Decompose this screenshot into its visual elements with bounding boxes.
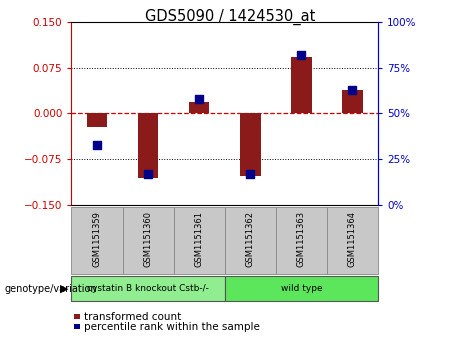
Point (195, 96, 203, 102)
Bar (342, 90, 363, 113)
Bar (276, 207, 327, 274)
Text: GSM1151361: GSM1151361 (195, 211, 204, 267)
Text: GSM1151359: GSM1151359 (93, 211, 101, 267)
Point (298, 52, 305, 58)
Bar (138, 113, 158, 178)
Bar (174, 207, 225, 274)
Text: GSM1151362: GSM1151362 (246, 211, 255, 267)
Text: GDS5090 / 1424530_at: GDS5090 / 1424530_at (145, 9, 316, 25)
Text: GSM1151363: GSM1151363 (297, 211, 306, 267)
Text: genotype/variation: genotype/variation (5, 284, 97, 294)
Bar (123, 207, 174, 274)
Point (144, 171, 152, 177)
Text: wild type: wild type (281, 284, 322, 293)
Point (93, 142, 100, 147)
Text: cystatin B knockout Cstb-/-: cystatin B knockout Cstb-/- (87, 284, 209, 293)
Bar (240, 113, 260, 176)
Text: GSM1151360: GSM1151360 (143, 211, 153, 267)
Point (247, 171, 254, 177)
Bar (71, 276, 225, 301)
Bar (225, 207, 276, 274)
Bar (225, 276, 378, 301)
Bar (327, 207, 378, 274)
Text: percentile rank within the sample: percentile rank within the sample (84, 322, 260, 332)
Point (349, 87, 356, 93)
Text: transformed count: transformed count (84, 312, 182, 322)
Text: GSM1151364: GSM1151364 (348, 211, 357, 267)
Bar (189, 102, 209, 113)
Bar (291, 57, 312, 113)
Text: ▶: ▶ (60, 284, 69, 294)
Bar (87, 113, 107, 127)
Bar (71, 207, 123, 274)
